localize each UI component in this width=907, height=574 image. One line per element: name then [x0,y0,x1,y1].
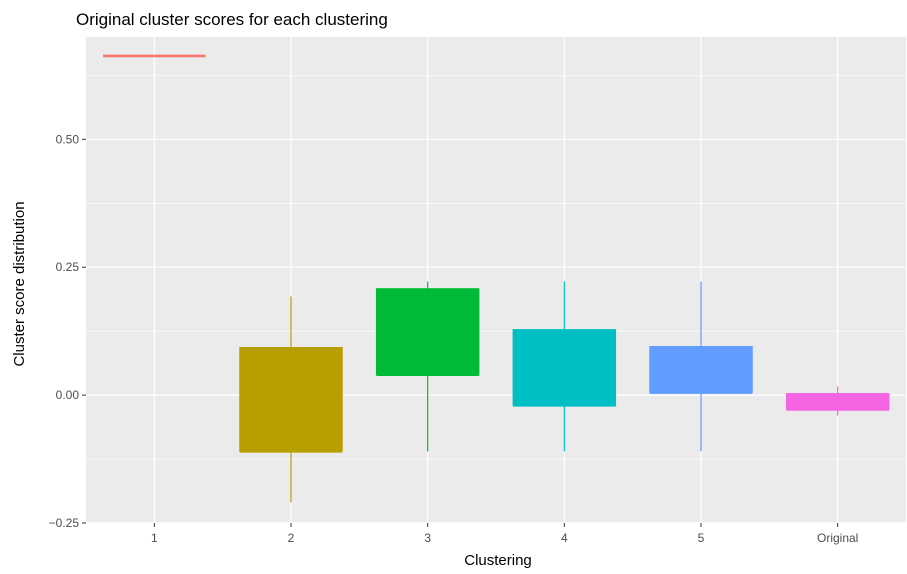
box-body [649,346,753,394]
box-5 [649,281,753,452]
box-Original [785,386,890,416]
x-tick-label: 1 [151,531,158,545]
x-tick-label: Original [817,531,858,545]
minor-gridlines [86,75,906,460]
y-tick-label: −0.25 [49,516,80,530]
x-tick-label: 4 [561,531,568,545]
boxes [103,54,890,503]
x-tick-label: 3 [424,531,431,545]
x-axis-title: Clustering [464,552,532,569]
box-2 [239,296,343,503]
y-tick-label: 0.00 [56,388,80,402]
box-body [239,347,343,452]
y-tick-label: 0.50 [56,132,80,146]
box-4 [512,281,617,452]
box-body [375,288,480,376]
x-axis: 1 2 3 4 5 Original [151,523,858,545]
box-3 [375,281,480,452]
x-tick-label: 5 [698,531,705,545]
x-tick-label: 2 [288,531,295,545]
y-axis: −0.25 0.00 0.25 0.50 [49,132,86,530]
plot-panel [86,37,906,523]
box-body [512,329,617,406]
y-tick-label: 0.25 [56,260,80,274]
box-body [785,393,890,410]
y-axis-title: Cluster score distribution [11,201,28,366]
chart-title: Original cluster scores for each cluster… [76,10,388,29]
